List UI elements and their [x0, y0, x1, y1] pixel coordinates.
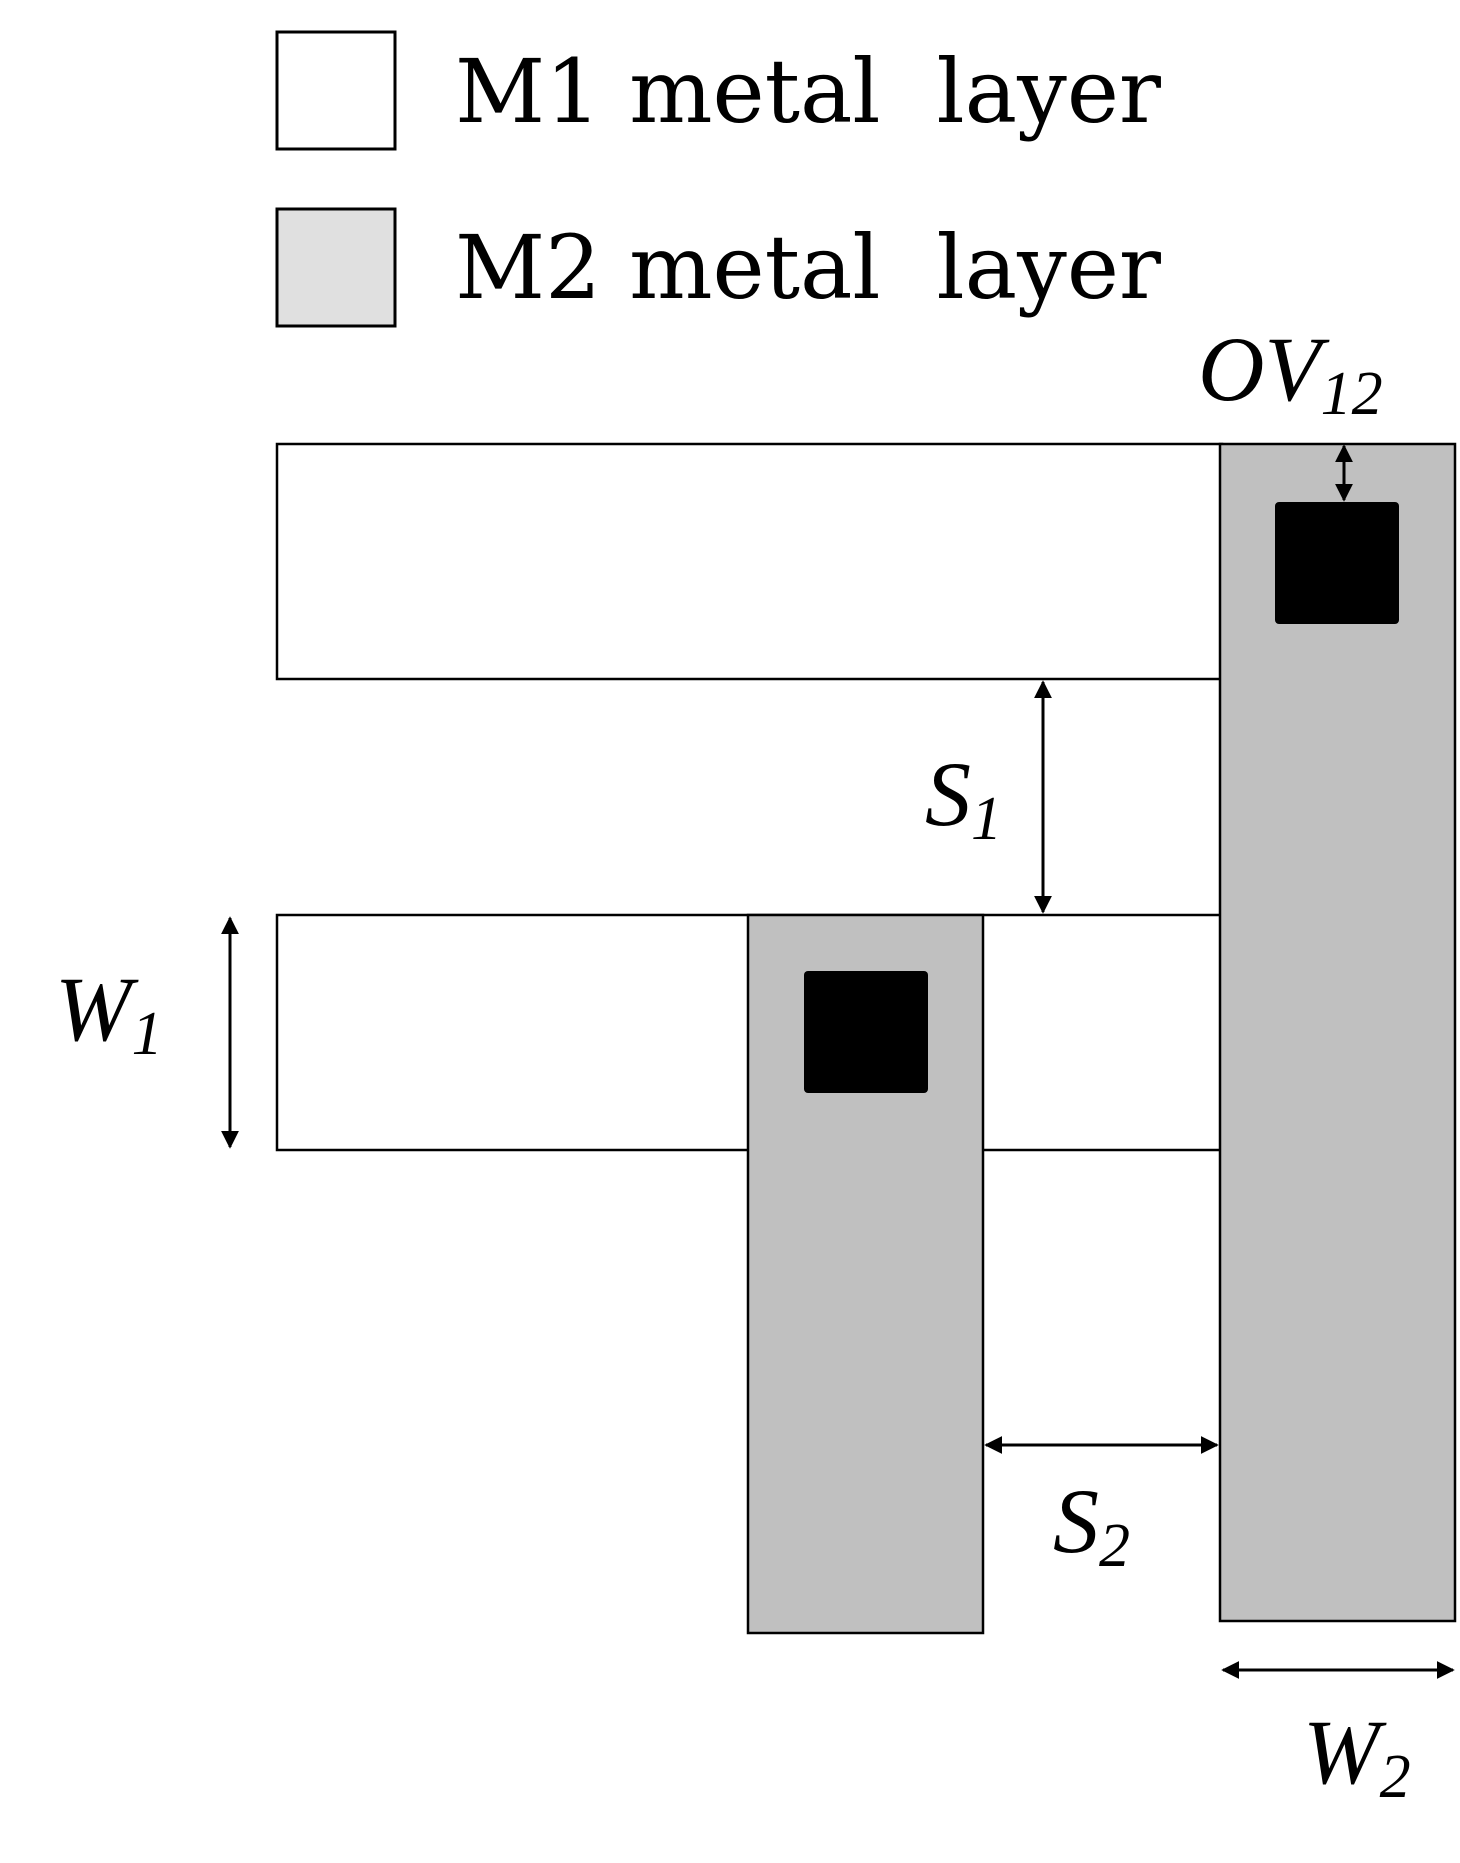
s2-label-sub: 2 [1099, 1512, 1130, 1580]
legend-label-m1: M1 metal layer [455, 40, 1162, 143]
legend: M1 metal layer M2 metal layer [275, 30, 1162, 328]
dimension-w1: W1 [55, 916, 239, 1149]
legend-label-m2: M2 metal layer [455, 216, 1162, 319]
legend-swatch-m1 [275, 30, 397, 151]
dimension-s1: S1 [925, 680, 1052, 914]
s2-label: S2 [1053, 1470, 1130, 1580]
m2-line-right [1218, 442, 1457, 1623]
ov12-label-main: OV [1198, 318, 1330, 420]
w2-label-main: W [1303, 1701, 1387, 1803]
w2-label: W2 [1303, 1701, 1411, 1811]
s2-label-main: S [1053, 1470, 1099, 1572]
w2-label-sub: 2 [1380, 1743, 1411, 1811]
dimension-ov12: OV12 [1198, 318, 1383, 502]
w1-label-main: W [55, 958, 139, 1060]
legend-swatch-m2 [275, 207, 397, 328]
s1-label-main: S [925, 743, 971, 845]
dimension-s2: S2 [984, 1436, 1219, 1580]
s1-label: S1 [925, 743, 1002, 853]
m1-line-top [275, 442, 1224, 681]
w1-label: W1 [55, 958, 163, 1068]
ov12-label: OV12 [1198, 318, 1383, 428]
via-bottom-left [804, 971, 928, 1093]
dimension-w2: W2 [1221, 1661, 1455, 1811]
w1-label-sub: 1 [132, 1000, 163, 1068]
s1-label-sub: 1 [971, 785, 1002, 853]
via-top-right [1275, 502, 1399, 624]
ov12-label-sub: 12 [1321, 360, 1383, 428]
